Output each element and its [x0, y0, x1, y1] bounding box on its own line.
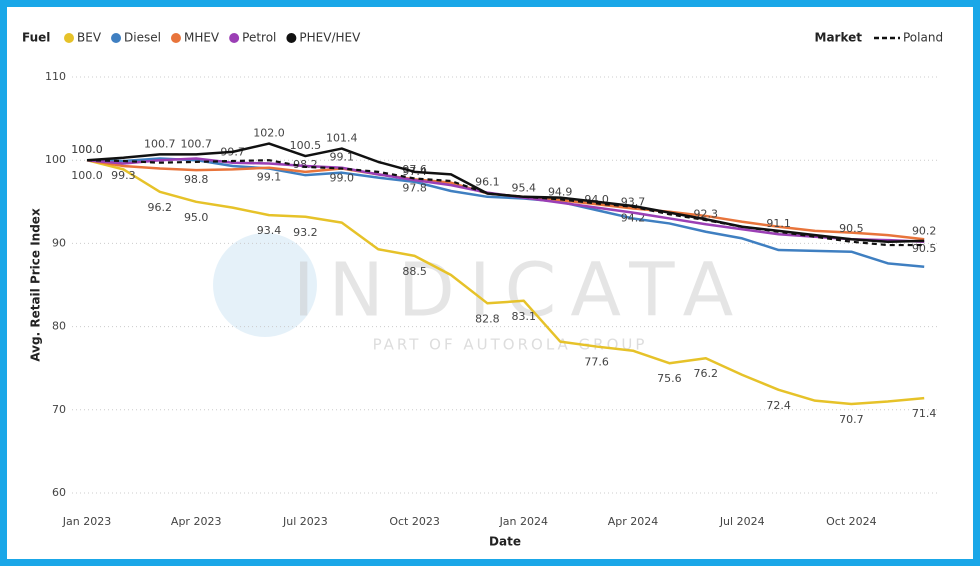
legend-label: MHEV — [184, 31, 220, 45]
y-axis-label: Avg. Retail Price Index — [29, 208, 43, 362]
x-tick-label: Jul 2023 — [282, 515, 328, 528]
data-label: 90.5 — [839, 222, 864, 235]
data-label: 75.6 — [657, 372, 682, 385]
data-label: 99.1 — [257, 171, 282, 184]
data-label: 88.5 — [402, 265, 427, 278]
x-tick-label: Jan 2024 — [499, 515, 548, 528]
data-label: 83.1 — [512, 310, 537, 323]
x-tick-label: Apr 2023 — [171, 515, 222, 528]
data-label: 99.3 — [111, 169, 136, 182]
line — [86, 158, 925, 241]
legend-label: Petrol — [242, 31, 276, 45]
line — [86, 157, 925, 268]
data-label: 90.2 — [912, 225, 937, 238]
legend-marker — [64, 33, 74, 43]
data-label: 96.1 — [475, 176, 500, 189]
legend-title: Fuel — [22, 31, 50, 45]
data-label: 99.0 — [330, 172, 355, 185]
legend-label: Poland — [903, 31, 943, 45]
watermark-logo — [213, 233, 317, 337]
line — [86, 142, 925, 243]
line — [86, 158, 925, 406]
y-tick-label: 60 — [52, 486, 66, 499]
data-label: 100.7 — [180, 137, 212, 150]
data-label: 96.2 — [148, 201, 173, 214]
data-label: 102.0 — [253, 127, 285, 140]
legend-marker — [286, 33, 297, 43]
data-label: 100.7 — [144, 137, 176, 150]
y-tick-label: 90 — [52, 236, 66, 249]
data-label: 93.4 — [257, 224, 282, 237]
market-legend-title: Market — [815, 31, 863, 45]
x-tick-label: Jul 2024 — [719, 515, 765, 528]
data-label: 100.0 — [71, 143, 103, 156]
data-label: 95.0 — [184, 211, 209, 224]
data-label: 93.2 — [293, 226, 318, 239]
legend-label: BEV — [77, 31, 102, 45]
data-label: 70.7 — [839, 413, 864, 426]
watermark: INDICATA — [293, 248, 748, 334]
legend-label: Diesel — [124, 31, 161, 45]
data-label: 99.1 — [330, 151, 355, 164]
data-label: 94.9 — [548, 186, 573, 199]
data-label: 76.2 — [694, 367, 719, 380]
legend-marker — [170, 33, 181, 43]
data-label: 91.1 — [766, 217, 791, 230]
data-label: 72.4 — [766, 399, 791, 412]
legend-marker — [111, 33, 122, 43]
data-label: 77.6 — [584, 356, 609, 369]
x-axis-label: Date — [489, 535, 521, 549]
y-tick-label: 80 — [52, 320, 66, 333]
data-label: 71.4 — [912, 407, 937, 420]
data-label: 101.4 — [326, 132, 358, 145]
data-label: 100.0 — [71, 143, 103, 156]
data-label: 98.8 — [184, 173, 209, 186]
x-tick-label: Jan 2023 — [62, 515, 111, 528]
legend-marker — [229, 33, 240, 43]
line — [86, 159, 925, 247]
data-label: 90.5 — [912, 242, 937, 255]
x-tick-label: Oct 2023 — [389, 515, 440, 528]
data-label: 100.0 — [71, 169, 103, 182]
data-label: 100.5 — [290, 139, 322, 152]
data-label: 97.8 — [402, 182, 427, 195]
data-label: 82.8 — [475, 312, 500, 325]
y-tick-label: 70 — [52, 403, 66, 416]
x-tick-label: Oct 2024 — [826, 515, 877, 528]
data-label: 95.4 — [512, 181, 537, 194]
y-tick-label: 110 — [45, 70, 66, 83]
x-tick-label: Apr 2024 — [608, 515, 659, 528]
legend-label: PHEV/HEV — [299, 31, 361, 45]
y-tick-label: 100 — [45, 153, 66, 166]
watermark-sub: PART OF AUTOROLA GROUP — [373, 336, 648, 354]
